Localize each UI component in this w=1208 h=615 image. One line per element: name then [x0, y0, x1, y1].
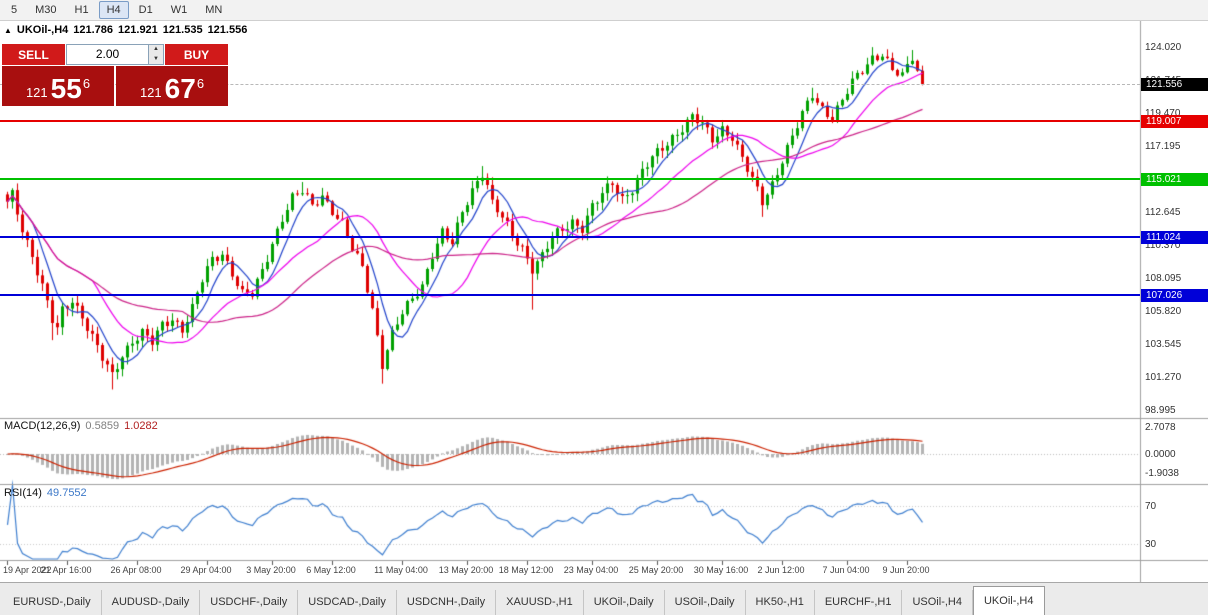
sell-price-main: 55 [50, 73, 82, 104]
rsi-axis-label: 30 [1145, 538, 1157, 550]
volume-spinner: ▲ ▼ [148, 45, 163, 64]
buy-button[interactable]: BUY [165, 44, 228, 65]
horizontal-line-111.024[interactable] [0, 235, 1140, 238]
chart-tab-eurchf-h1[interactable]: EURCHF-,H1 [815, 590, 903, 615]
timeframe-button-5[interactable]: 5 [11, 4, 18, 16]
time-axis-label: 29 Apr 04:00 [180, 565, 232, 575]
chart-tab-usoil-daily[interactable]: USOil-,Daily [665, 590, 746, 615]
rsi-value: 49.7552 [46, 487, 87, 499]
macd-axis-label: 0.0000 [1145, 449, 1176, 460]
chart-symbol: UKOil-,H4 [16, 24, 69, 36]
time-axis-label: 23 May 04:00 [563, 565, 619, 575]
time-axis-label: 6 May 12:00 [306, 565, 356, 575]
chart-ohlc-header: ▲ UKOil-,H4 121.786 121.921 121.535 121.556 [4, 24, 252, 36]
sell-price-display[interactable]: 121 55 6 [2, 66, 114, 106]
chart-tab-usdchf-daily[interactable]: USDCHF-,Daily [200, 590, 299, 615]
chart-tab-ukoil-daily[interactable]: UKOil-,Daily [584, 590, 665, 615]
ohlc-low: 121.535 [162, 24, 203, 36]
time-axis-label: 13 May 20:00 [438, 565, 494, 575]
price-badge-107.026: 107.026 [1141, 288, 1208, 302]
timeframe-toolbar: 5 M30 H1 H4 D1 W1 MN [0, 0, 1208, 21]
price-axis-label: 101.270 [1145, 372, 1182, 384]
timeframe-button-w1[interactable]: W1 [170, 4, 188, 16]
current-price-badge: 121.556 [1141, 78, 1208, 92]
timeframe-button-mn[interactable]: MN [205, 4, 223, 16]
buy-price-main: 67 [164, 73, 196, 104]
time-axis-label: 18 May 12:00 [498, 565, 554, 575]
price-axis-label: 110.370 [1145, 240, 1181, 252]
sell-price-sup: 6 [82, 76, 91, 91]
macd-axis-label: 2.7078 [1145, 421, 1176, 433]
price-axis-label: 108.095 [1145, 273, 1182, 285]
time-axis-label: 11 May 04:00 [374, 565, 428, 575]
volume-down-icon[interactable]: ▼ [149, 54, 163, 64]
volume-box: 2.00 ▲ ▼ [66, 44, 164, 65]
macd-indicator-label: MACD(12,26,9) 0.5859 1.0282 [4, 420, 158, 432]
macd-name: MACD(12,26,9) [4, 420, 81, 432]
time-axis-label: 21 Apr 16:00 [40, 565, 92, 575]
horizontal-line-115.021[interactable] [0, 177, 1140, 180]
time-axis-label: 2 Jun 12:00 [757, 565, 805, 575]
horizontal-line-119.007[interactable] [0, 120, 1140, 122]
chart-tab-audusd-daily[interactable]: AUDUSD-,Daily [102, 590, 201, 615]
ohlc-high: 121.921 [118, 24, 158, 36]
timeframe-button-m30[interactable]: M30 [35, 4, 57, 16]
chart-tab-ukoil-h4[interactable]: UKOil-,H4 [972, 586, 1045, 615]
rsi-indicator-label: RSI(14) 49.7552 [4, 487, 87, 499]
volume-up-icon[interactable]: ▲ [149, 45, 163, 55]
time-axis-label: 25 May 20:00 [628, 565, 684, 575]
time-axis-label: 30 May 16:00 [693, 565, 749, 575]
price-badge-115.021: 115.021 [1141, 172, 1208, 186]
one-click-trading-panel: SELL 2.00 ▲ ▼ BUY 121 55 6 121 67 6 [2, 44, 228, 106]
sell-price-int: 121 [25, 85, 48, 100]
time-axis-label: 7 Jun 04:00 [822, 565, 870, 575]
horizontal-line-107.026[interactable] [0, 293, 1140, 296]
macd-value-main: 0.5859 [85, 420, 120, 432]
chart-tab-usdcnh-daily[interactable]: USDCNH-,Daily [397, 590, 497, 615]
time-axis-label: 9 Jun 20:00 [882, 565, 930, 575]
current-price-line [0, 84, 1140, 86]
buy-price-sup: 6 [196, 76, 205, 91]
chart-tab-eurusd-daily[interactable]: EURUSD-,Daily [3, 590, 102, 615]
chart-tab-usdcad-daily[interactable]: USDCAD-,Daily [298, 590, 397, 615]
price-badge-111.024: 111.024 [1141, 230, 1208, 244]
rsi-axis-label: 70 [1145, 500, 1157, 512]
timeframe-button-h1[interactable]: H1 [74, 4, 89, 16]
chart-tab-xauusd-h1[interactable]: XAUUSD-,H1 [496, 590, 584, 615]
price-axis-label: 112.645 [1145, 207, 1181, 219]
buy-price-display[interactable]: 121 67 6 [116, 66, 228, 106]
price-axis-label: 105.820 [1145, 306, 1182, 318]
chart-tab-usoil-h4[interactable]: USOil-,H4 [902, 590, 973, 615]
price-axis-label: 124.020 [1145, 42, 1182, 54]
price-axis-label: 98.995 [1145, 405, 1176, 417]
volume-input[interactable]: 2.00 [95, 47, 120, 61]
time-axis-label: 26 Apr 08:00 [110, 565, 162, 575]
timeframe-button-h4[interactable]: H4 [98, 1, 129, 19]
ohlc-open: 121.786 [73, 24, 114, 36]
price-axis-label: 119.470 [1145, 108, 1181, 120]
macd-axis-label: -1.9038 [1145, 468, 1179, 480]
ohlc-close: 121.556 [207, 24, 248, 36]
time-axis-label: 19 Apr 2022 [3, 565, 52, 575]
sell-button[interactable]: SELL [2, 44, 65, 65]
chart-tabs-bar: EURUSD-,Daily AUDUSD-,Daily USDCHF-,Daily U… [0, 582, 1208, 615]
price-axis-label: 103.545 [1145, 339, 1182, 351]
chart-tab-hk50-h1[interactable]: HK50-,H1 [746, 590, 815, 615]
buy-price-int: 121 [139, 85, 162, 100]
time-axis-label: 3 May 20:00 [246, 565, 296, 575]
price-badge-119.007: 119.007 [1141, 115, 1208, 128]
timeframe-button-d1[interactable]: D1 [138, 4, 153, 16]
rsi-name: RSI(14) [4, 487, 42, 499]
chart-marker-icon: ▲ [4, 26, 12, 35]
price-axis-label: 117.195 [1145, 141, 1181, 153]
macd-value-signal: 1.0282 [124, 420, 158, 432]
